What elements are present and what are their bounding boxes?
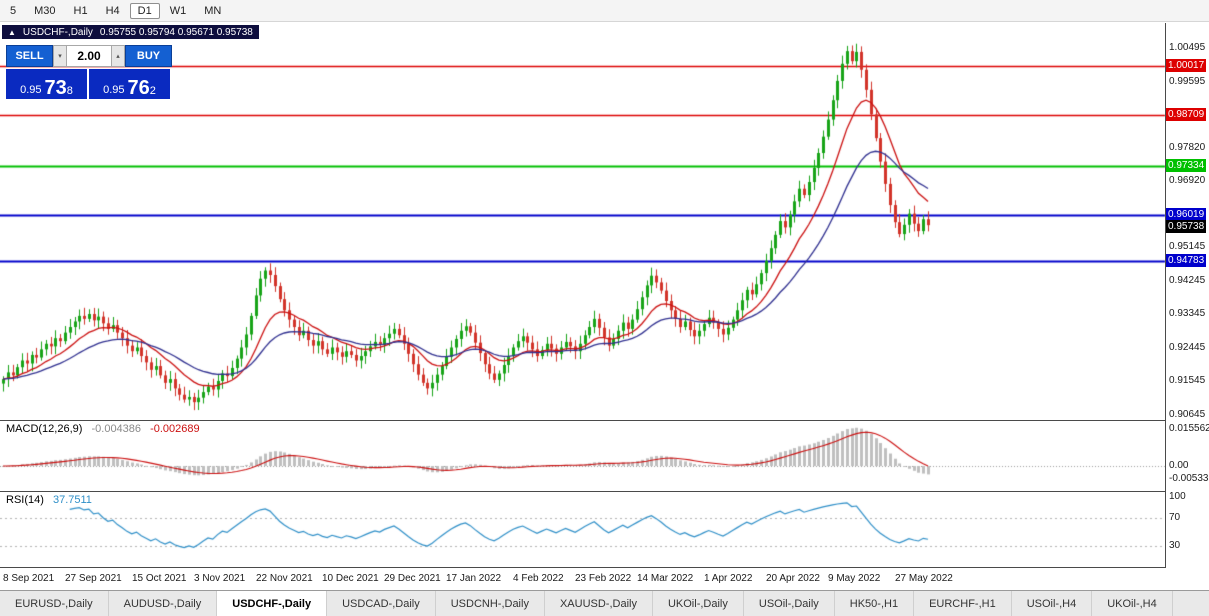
chart-tab-ukoil[interactable]: UKOil-,Daily xyxy=(652,591,744,616)
date-axis-separator xyxy=(0,567,1209,568)
chart-tab-ukoil[interactable]: UKOil-,H4 xyxy=(1092,591,1173,616)
macd-name: MACD(12,26,9) xyxy=(6,423,83,435)
one-click-trading-panel: SELL ▾ 2.00 ▴ BUY 0.95 73 8 0.95 76 2 xyxy=(6,45,172,99)
chart-tab-eurusd[interactable]: EURUSD-,Daily xyxy=(0,591,109,616)
date-axis-label: 4 Feb 2022 xyxy=(513,573,564,584)
sell-price-big: 73 xyxy=(44,77,67,99)
rsi-pane-separator[interactable] xyxy=(0,491,1209,492)
rsi-value: 37.7511 xyxy=(52,494,92,506)
price-axis-label: 0.90645 xyxy=(1169,408,1206,420)
price-line-badge: 0.96019 xyxy=(1166,207,1207,221)
timeframe-button-mn[interactable]: MN xyxy=(204,4,222,17)
macd-axis-label: 0.00 xyxy=(1169,460,1189,471)
chart-tab-hk50[interactable]: HK50-,H1 xyxy=(834,591,915,616)
date-axis-label: 27 Sep 2021 xyxy=(65,573,122,584)
price-axis-label: 0.94245 xyxy=(1169,274,1206,286)
rsi-axis-label: 30 xyxy=(1169,540,1181,551)
trade-controls-row: SELL ▾ 2.00 ▴ BUY xyxy=(6,45,172,67)
rsi-axis-label: 70 xyxy=(1169,512,1181,523)
sell-price-sup: 8 xyxy=(66,85,73,97)
timeframe-button-h1[interactable]: H1 xyxy=(73,4,88,17)
date-axis-label: 27 May 2022 xyxy=(895,573,953,584)
buy-price[interactable]: 0.95 76 2 xyxy=(89,69,170,99)
macd-signal-value: -0.002689 xyxy=(150,423,200,435)
timeframe-toolbar: 5 M30 H1 H4 D1 W1 MN xyxy=(0,0,1209,22)
price-line-badge: 0.94783 xyxy=(1166,253,1207,267)
lot-size-input[interactable]: 2.00 xyxy=(67,45,111,67)
buy-button[interactable]: BUY xyxy=(125,45,172,67)
price-axis-label: 0.93345 xyxy=(1169,308,1206,320)
macd-label: MACD(12,26,9) -0.004386 -0.002689 xyxy=(6,423,200,435)
sell-price-prefix: 0.95 xyxy=(20,84,42,96)
rsi-label: RSI(14) 37.7511 xyxy=(6,494,92,506)
chart-tab-usdcnh[interactable]: USDCNH-,Daily xyxy=(435,591,545,616)
price-line-badge: 0.97334 xyxy=(1166,158,1207,172)
lot-decrease-button[interactable]: ▾ xyxy=(53,45,67,67)
tabbar-separator xyxy=(0,590,1209,591)
date-axis-label: 9 May 2022 xyxy=(828,573,881,584)
macd-value: -0.004386 xyxy=(91,423,142,435)
macd-axis-label: 0.015562 xyxy=(1169,422,1209,434)
price-axis-line xyxy=(1165,23,1166,568)
date-axis-label: 22 Nov 2021 xyxy=(256,573,313,584)
trade-prices-row: 0.95 73 8 0.95 76 2 xyxy=(6,69,172,99)
buy-price-big: 76 xyxy=(127,77,150,99)
date-axis-label: 8 Sep 2021 xyxy=(3,573,55,584)
date-axis-label: 1 Apr 2022 xyxy=(704,573,753,584)
date-axis[interactable]: 8 Sep 2021 27 Sep 2021 15 Oct 2021 3 Nov 20… xyxy=(0,568,1165,590)
price-axis-label: 0.91545 xyxy=(1169,375,1206,387)
timeframe-button-h4[interactable]: H4 xyxy=(105,4,120,17)
price-axis-label: 0.95145 xyxy=(1169,241,1206,253)
window-collapse-icon: ▲ xyxy=(8,27,16,37)
date-axis-label: 10 Dec 2021 xyxy=(322,573,379,584)
price-axis-label: 0.99595 xyxy=(1169,75,1206,87)
buy-price-sup: 2 xyxy=(149,85,156,97)
price-axis-label: 0.96920 xyxy=(1169,175,1206,187)
price-axis-label: 1.00495 xyxy=(1169,42,1206,54)
chart-tab-usoil[interactable]: USOil-,H4 xyxy=(1011,591,1093,616)
buy-price-prefix: 0.95 xyxy=(103,84,125,96)
price-axis-label: 0.97820 xyxy=(1169,141,1206,153)
chart-tab-usdchf[interactable]: USDCHF-,Daily xyxy=(217,591,328,616)
timeframe-button-w1[interactable]: W1 xyxy=(169,4,187,17)
macd-axis-label: -0.005335 xyxy=(1169,472,1209,484)
date-axis-label: 20 Apr 2022 xyxy=(766,573,820,584)
date-axis-label: 3 Nov 2021 xyxy=(194,573,246,584)
rsi-name: RSI(14) xyxy=(6,494,44,506)
date-axis-label: 17 Jan 2022 xyxy=(446,573,502,584)
date-axis-label: 14 Mar 2022 xyxy=(637,573,694,584)
timeframe-button-m30[interactable]: M30 xyxy=(34,4,56,17)
price-axis[interactable]: 1.00495 0.99595 0.97820 0.96920 0.95145 0.942… xyxy=(1166,23,1209,568)
chart-title-ohlc: 0.95755 0.95794 0.95671 0.95738 xyxy=(99,26,253,38)
price-line-badge: 0.98709 xyxy=(1166,107,1207,121)
rsi-axis-label: 100 xyxy=(1169,491,1186,502)
chart-title-symbol: USDCHF-,Daily xyxy=(22,26,93,38)
chart-tab-eurchf[interactable]: EURCHF-,H1 xyxy=(914,591,1012,616)
lot-increase-button[interactable]: ▴ xyxy=(111,45,125,67)
price-line-badge: 1.00017 xyxy=(1166,59,1207,73)
chart-title: ▲ USDCHF-,Daily 0.95755 0.95794 0.95671 … xyxy=(2,25,259,39)
timeframe-button-5[interactable]: 5 xyxy=(10,4,17,17)
macd-pane-separator[interactable] xyxy=(0,420,1209,421)
current-price-badge: 0.95738 xyxy=(1166,220,1207,234)
date-axis-label: 29 Dec 2021 xyxy=(384,573,441,584)
chart-tab-usdcad[interactable]: USDCAD-,Daily xyxy=(327,591,436,616)
chart-tabs-bar: EURUSD-,Daily AUDUSD-,Daily USDCHF-,Daily U… xyxy=(0,591,1209,616)
timeframe-button-d1[interactable]: D1 xyxy=(129,2,160,19)
date-axis-label: 15 Oct 2021 xyxy=(132,573,187,584)
sell-price[interactable]: 0.95 73 8 xyxy=(6,69,87,99)
chart-tab-audusd[interactable]: AUDUSD-,Daily xyxy=(108,591,218,616)
price-axis-label: 0.92445 xyxy=(1169,341,1206,353)
sell-button[interactable]: SELL xyxy=(6,45,53,67)
chart-tab-xauusd[interactable]: XAUUSD-,Daily xyxy=(544,591,653,616)
chart-tab-usoil[interactable]: USOil-,Daily xyxy=(743,591,835,616)
date-axis-label: 23 Feb 2022 xyxy=(575,573,632,584)
